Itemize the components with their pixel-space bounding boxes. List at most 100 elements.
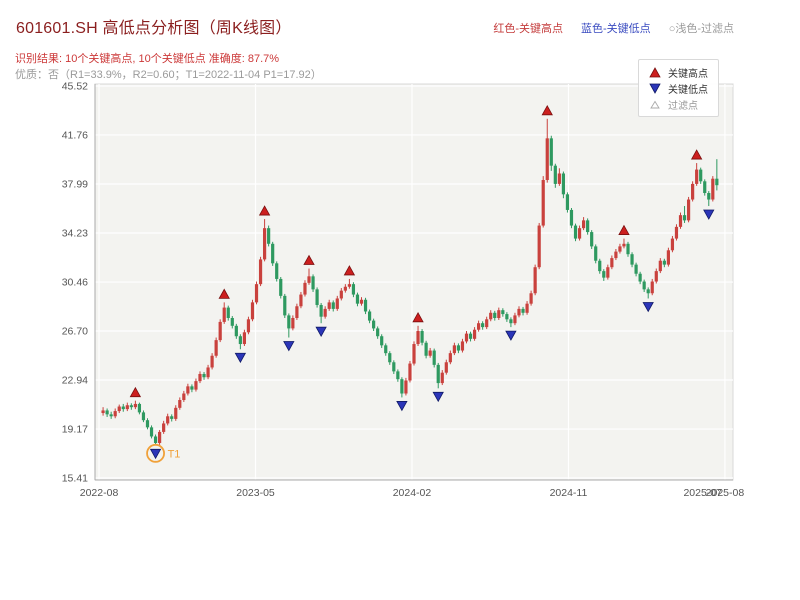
x-tick-label: 2023-05 bbox=[236, 487, 275, 499]
candle-body bbox=[545, 138, 549, 180]
candle-body bbox=[521, 308, 525, 313]
t1-circle bbox=[146, 443, 165, 463]
candle-body bbox=[448, 353, 452, 363]
candle-body bbox=[691, 183, 695, 200]
x-extra-tick-label: 2025-07 bbox=[683, 487, 722, 499]
page-title: 601601.SH 高低点分析图（周K线图） bbox=[16, 20, 292, 37]
candle-body bbox=[226, 307, 230, 318]
candle-body bbox=[444, 362, 448, 373]
candle-body bbox=[367, 311, 372, 321]
candle-body bbox=[642, 281, 646, 290]
candle-body bbox=[517, 308, 521, 316]
candle-body bbox=[707, 193, 711, 200]
candle-body bbox=[214, 340, 218, 356]
candle-body bbox=[630, 254, 634, 265]
key-high-marker bbox=[129, 386, 142, 398]
candle-body bbox=[602, 271, 606, 278]
candle-body bbox=[162, 423, 166, 432]
key-low-marker bbox=[315, 326, 327, 338]
candle-body bbox=[125, 405, 129, 410]
candle-body bbox=[194, 381, 198, 390]
candle-body bbox=[577, 228, 582, 239]
candle-body bbox=[363, 299, 368, 312]
t1-label: T1 bbox=[168, 448, 181, 460]
candle-body bbox=[468, 333, 473, 339]
candle-body bbox=[485, 319, 489, 328]
candle-body bbox=[279, 278, 283, 296]
legend-item-key-low: 关键低点 bbox=[649, 82, 708, 96]
candle-body bbox=[464, 333, 469, 342]
candle-body bbox=[174, 407, 178, 419]
top-legend-low-label: 蓝色-关键低点 bbox=[581, 23, 651, 35]
candle-body bbox=[206, 367, 210, 378]
candle-body bbox=[404, 380, 408, 394]
candle-body bbox=[598, 260, 602, 272]
candle-body bbox=[351, 284, 356, 295]
candle-body bbox=[218, 321, 222, 341]
candle-body bbox=[331, 302, 335, 309]
candle-body bbox=[311, 276, 315, 290]
filter-triangle-icon bbox=[650, 100, 660, 108]
candle-body bbox=[210, 355, 214, 368]
quality-summary: 优质：否（R1=33.9%，R2=0.60；T1=2022-11-04 P1=1… bbox=[15, 69, 322, 81]
candle-body bbox=[573, 225, 578, 239]
candle-body bbox=[549, 138, 553, 166]
candle-body bbox=[190, 386, 194, 390]
key-low-marker bbox=[642, 302, 654, 313]
candle-body bbox=[678, 215, 683, 227]
chart-legend: 关键高点 关键低点 过滤点 bbox=[638, 59, 719, 117]
key-high-marker bbox=[258, 205, 271, 216]
candle-body bbox=[533, 267, 537, 294]
candle-body bbox=[137, 403, 142, 413]
top-legend: 红色-关键高点 蓝色-关键低点 ○浅色-过滤点 bbox=[493, 20, 734, 36]
candle-body bbox=[327, 302, 331, 309]
key-low-triangle-icon bbox=[649, 83, 661, 94]
x-tick-label: 2022-08 bbox=[80, 487, 119, 499]
candle-body bbox=[121, 406, 125, 410]
candle-body bbox=[113, 411, 117, 417]
candle-body bbox=[250, 302, 255, 320]
candle-body bbox=[170, 416, 174, 419]
legend-key-high-label: 关键高点 bbox=[668, 68, 708, 80]
x-tick-label: 2024-11 bbox=[550, 487, 588, 499]
candle-body bbox=[380, 336, 384, 346]
candle-body bbox=[424, 342, 428, 356]
candle-body bbox=[497, 310, 501, 318]
candle-body bbox=[400, 379, 404, 394]
candle-body bbox=[565, 194, 570, 210]
candle-body bbox=[622, 243, 626, 247]
candle-body bbox=[335, 298, 339, 309]
candle-body bbox=[509, 319, 513, 324]
legend-item-key-high: 关键高点 bbox=[649, 66, 708, 80]
candle-body bbox=[267, 228, 271, 244]
candle-body bbox=[614, 251, 618, 259]
candle-body bbox=[711, 178, 715, 200]
candle-body bbox=[149, 427, 154, 437]
candle-body bbox=[109, 414, 113, 417]
candle-body bbox=[158, 431, 162, 443]
candle-body bbox=[699, 169, 703, 182]
candle-body bbox=[703, 181, 707, 194]
candle-body bbox=[384, 345, 388, 354]
candle-body bbox=[376, 328, 380, 337]
candle-body bbox=[222, 307, 226, 322]
legend-item-filter: 过滤点 bbox=[649, 98, 708, 112]
key-high-marker bbox=[412, 311, 424, 323]
candle-body bbox=[626, 243, 630, 255]
candle-body bbox=[561, 173, 566, 195]
candle-body bbox=[355, 294, 360, 304]
candle-body bbox=[715, 178, 719, 186]
candle-body bbox=[359, 299, 364, 304]
key-low-marker bbox=[149, 448, 162, 460]
y-tick-label: 19.17 bbox=[62, 424, 88, 436]
candle-body bbox=[182, 393, 186, 401]
y-tick-label: 15.41 bbox=[62, 473, 88, 485]
candle-body bbox=[695, 169, 699, 184]
y-tick-label: 34.23 bbox=[62, 227, 88, 239]
key-low-marker bbox=[283, 341, 295, 352]
candle-body bbox=[198, 373, 202, 382]
candle-body bbox=[153, 436, 158, 443]
candle-body bbox=[258, 259, 263, 285]
candle-body bbox=[262, 228, 267, 260]
